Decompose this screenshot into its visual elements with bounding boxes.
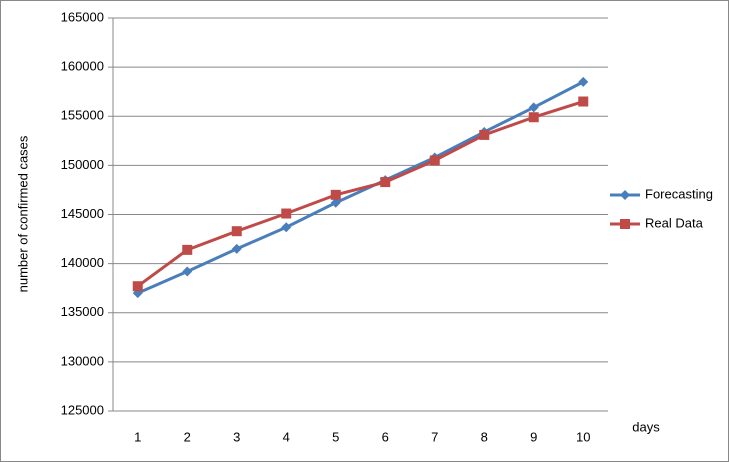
x-tick-label: 3 [233,429,240,444]
marker [429,155,440,166]
x-tick-label: 5 [332,429,339,444]
y-tick-label: 150000 [61,157,104,172]
marker [528,112,539,123]
marker [281,208,292,219]
marker [620,190,630,200]
x-tick-label: 6 [382,429,389,444]
marker [620,219,630,229]
y-tick-label: 165000 [61,9,104,24]
x-tick-label: 7 [431,429,438,444]
y-tick-label: 155000 [61,108,104,123]
marker [182,244,193,255]
marker [182,266,193,277]
series-line [136,100,584,288]
x-tick-label: 2 [184,429,191,444]
x-tick-label: 10 [576,429,590,444]
x-axis-label: days [632,419,660,434]
x-tick-label: 8 [481,429,488,444]
y-tick-label: 145000 [61,206,104,221]
y-tick-label: 140000 [61,255,104,270]
marker [330,197,341,208]
y-tick-label: 160000 [61,59,104,74]
legend-label: Real Data [645,215,704,230]
marker [231,226,242,237]
x-tick-label: 1 [134,429,141,444]
marker [578,96,589,107]
marker [528,102,539,113]
marker [281,222,292,233]
series-line [137,80,584,295]
y-axis-label: number of confirmed cases [15,135,30,292]
x-tick-label: 9 [530,429,537,444]
y-tick-label: 130000 [61,353,104,368]
y-tick-label: 125000 [61,402,104,417]
marker [380,177,391,188]
marker [578,76,589,87]
marker [330,189,341,200]
marker [231,243,242,254]
marker [479,129,490,140]
marker [132,281,143,292]
legend-label: Forecasting [645,186,713,201]
x-tick-label: 4 [283,429,290,444]
y-tick-label: 135000 [61,304,104,319]
